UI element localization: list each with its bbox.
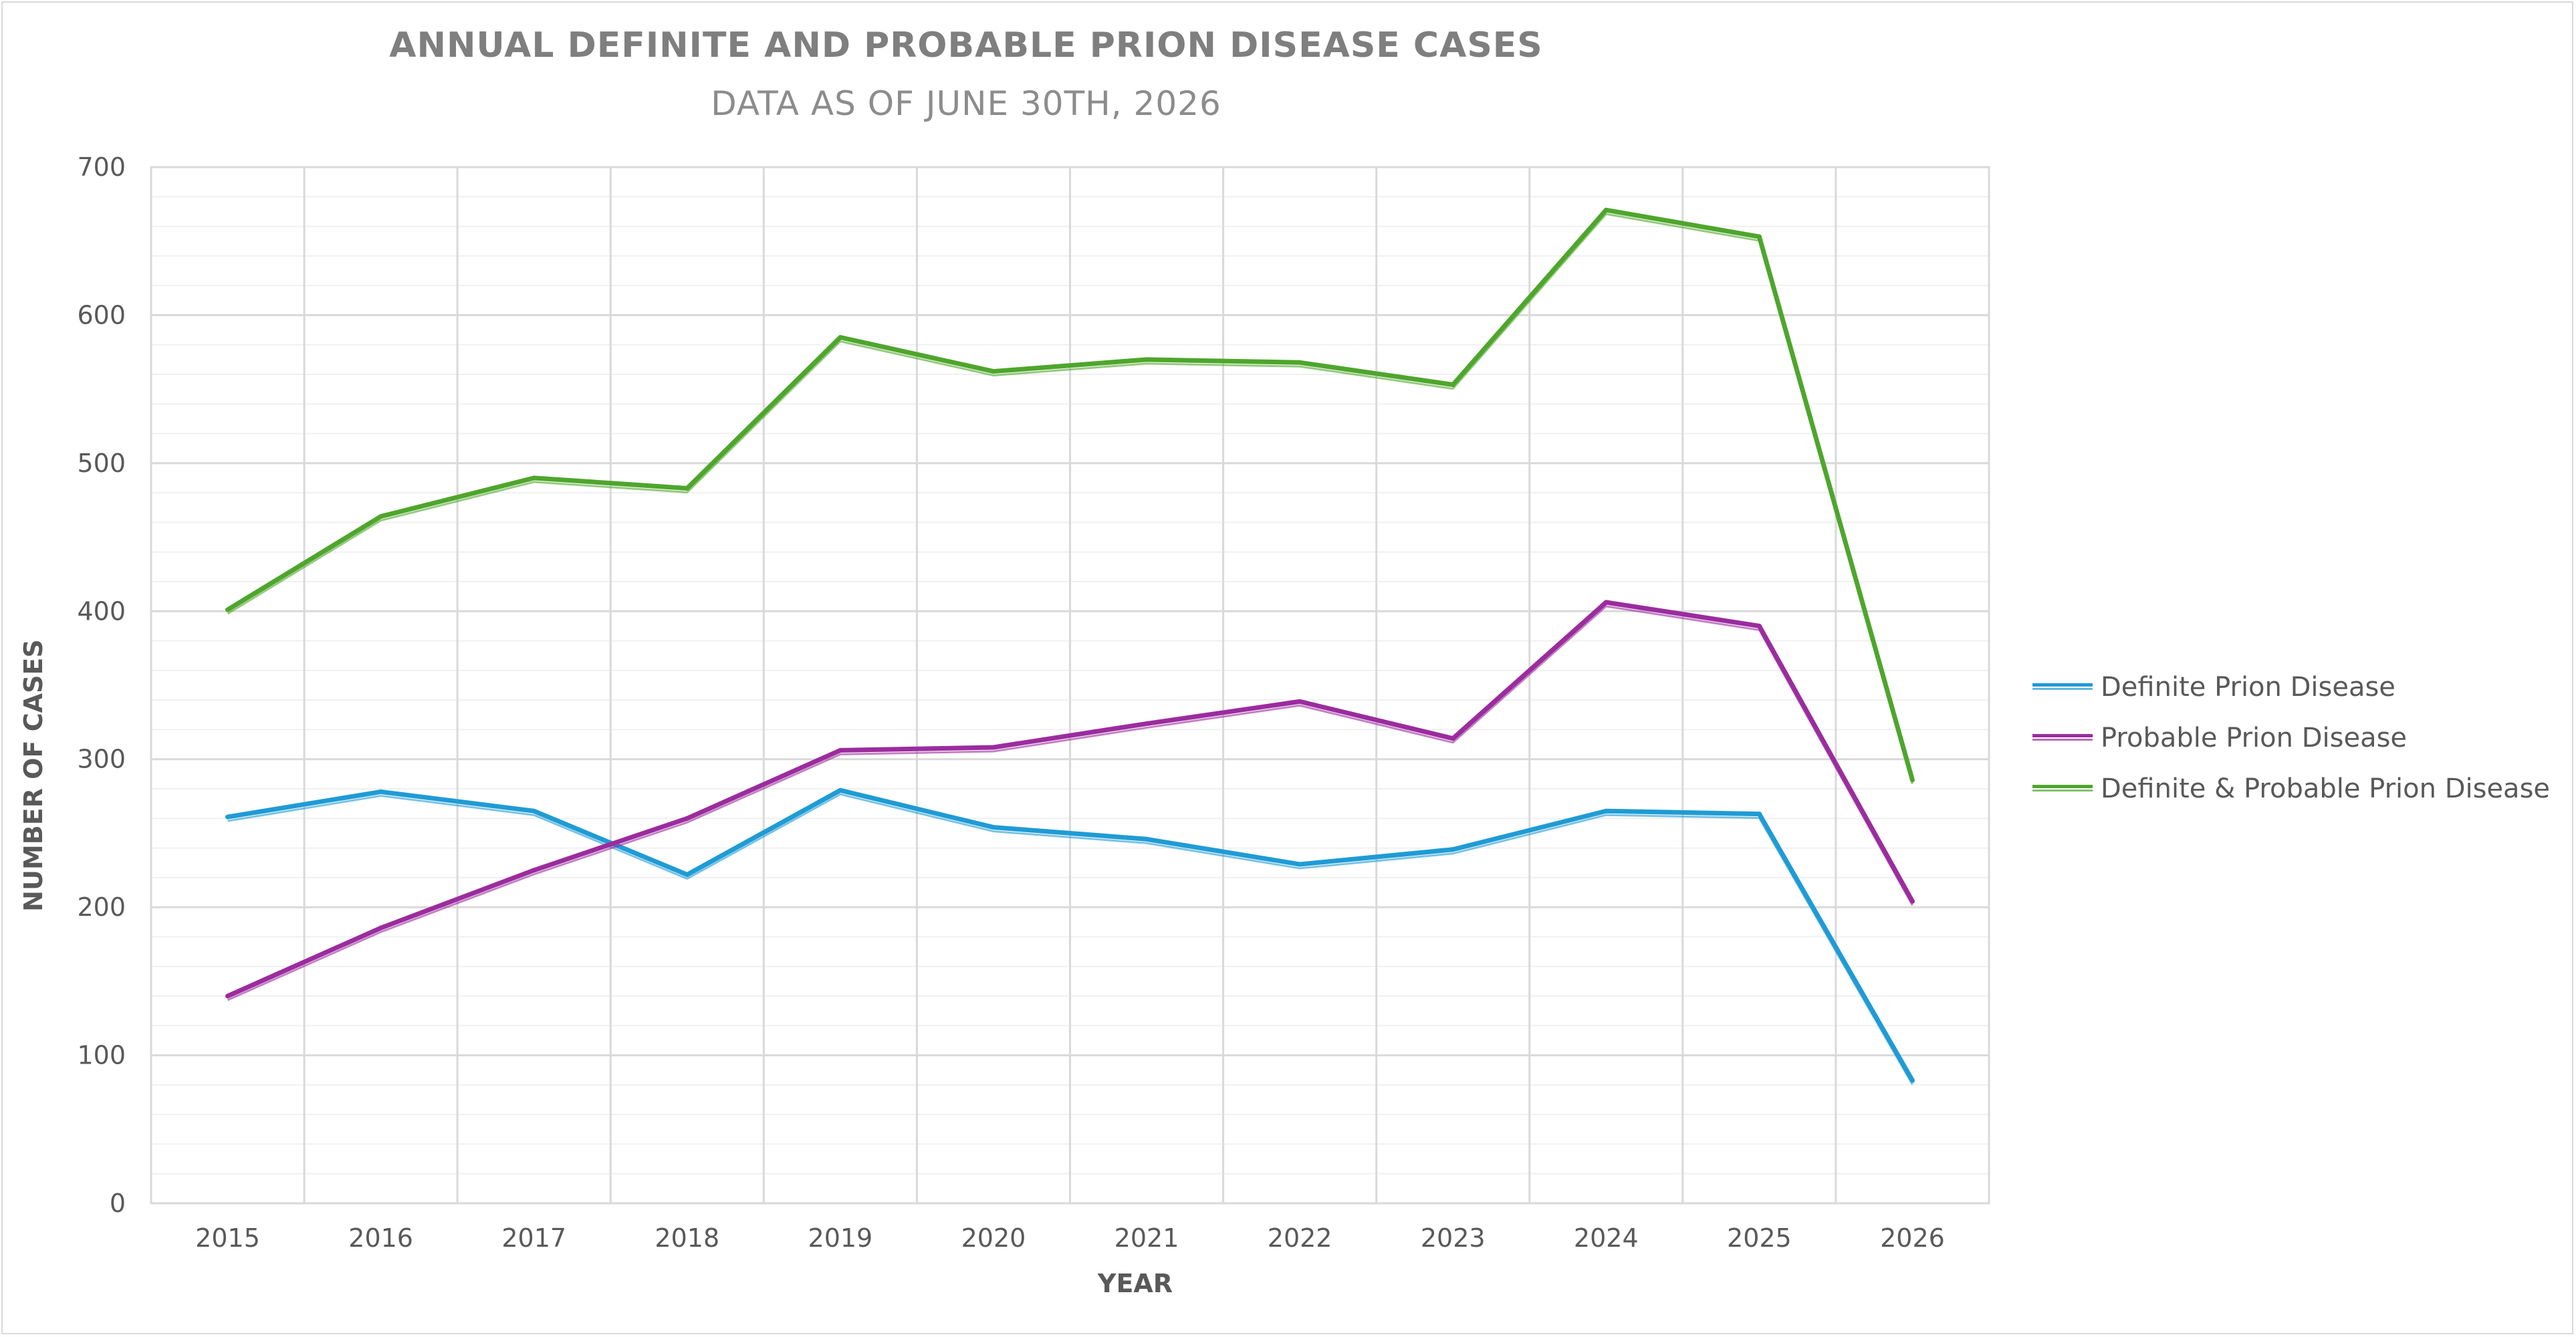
- data-point: [1144, 357, 1149, 362]
- x-tick-label: 2022: [1268, 1223, 1332, 1253]
- y-tick-label: 600: [77, 300, 126, 330]
- legend-item: Definite & Probable Prion Disease: [2032, 763, 2550, 814]
- data-point: [838, 747, 843, 753]
- data-point: [378, 789, 384, 794]
- legend-item: Definite Prion Disease: [2032, 662, 2550, 713]
- data-point: [991, 825, 996, 830]
- data-point: [532, 475, 537, 481]
- legend-label-definite: Definite Prion Disease: [2101, 672, 2395, 703]
- data-point: [1756, 812, 1762, 817]
- x-axis-title: YEAR: [1097, 1269, 1173, 1298]
- data-point: [1909, 898, 1915, 904]
- data-point: [1450, 847, 1455, 852]
- data-point: [1297, 360, 1302, 365]
- data-point: [1450, 382, 1455, 387]
- data-point: [1756, 234, 1762, 239]
- x-tick-label: 2024: [1574, 1223, 1639, 1253]
- plot-area-border: [150, 166, 1990, 1205]
- x-tick-label: 2021: [1115, 1223, 1179, 1253]
- data-point: [225, 814, 231, 820]
- legend-label-probable: Probable Prion Disease: [2101, 723, 2408, 753]
- chart-title: ANNUAL DEFINITE AND PROBABLE PRION DISEA…: [389, 25, 1543, 66]
- y-tick-label: 400: [77, 596, 126, 626]
- legend-swatch-definite: [2032, 683, 2093, 692]
- legend-item: Probable Prion Disease: [2032, 713, 2550, 763]
- data-point: [685, 816, 690, 821]
- legend: Definite Prion Disease Probable Prion Di…: [2032, 662, 2550, 814]
- series-line-1: [225, 600, 1915, 999]
- data-point: [1450, 736, 1455, 741]
- x-tick-label: 2020: [961, 1223, 1026, 1253]
- x-tick-label: 2019: [808, 1223, 873, 1253]
- x-tick-label: 2023: [1421, 1223, 1486, 1253]
- data-point: [685, 872, 690, 877]
- legend-swatch-combined: [2032, 784, 2093, 794]
- legend-label-combined: Definite & Probable Prion Disease: [2101, 773, 2551, 804]
- legend-swatch-probable: [2032, 733, 2093, 743]
- data-point: [225, 993, 231, 999]
- y-tick-label: 200: [77, 892, 126, 922]
- x-tick-label: 2017: [501, 1223, 566, 1253]
- y-tick-label: 700: [77, 152, 126, 182]
- data-point: [532, 808, 537, 814]
- series-line-2: [225, 207, 1915, 783]
- data-point: [991, 745, 996, 750]
- chart-subtitle: DATA AS OF JUNE 30TH, 2026: [711, 84, 1221, 123]
- x-tick-label: 2026: [1880, 1223, 1945, 1253]
- series-line-shadow-0: [227, 793, 1913, 1085]
- series-line-0: [225, 787, 1915, 1083]
- data-point: [1909, 777, 1915, 783]
- x-tick-label: 2016: [348, 1223, 413, 1253]
- data-point: [1144, 721, 1149, 727]
- x-tick-label: 2015: [195, 1223, 260, 1253]
- data-point: [378, 514, 384, 519]
- series-line-shadow-2: [227, 213, 1913, 785]
- data-point: [838, 787, 843, 793]
- y-tick-label: 0: [110, 1189, 126, 1218]
- data-point: [1909, 1078, 1915, 1083]
- x-tick-label: 2025: [1727, 1223, 1792, 1253]
- data-point: [225, 607, 231, 612]
- data-point: [1297, 699, 1302, 704]
- series-line-shadow-1: [227, 605, 1913, 1001]
- y-tick-label: 500: [77, 449, 126, 478]
- data-point: [1603, 600, 1609, 605]
- data-point: [1603, 808, 1609, 814]
- data-point: [378, 925, 384, 931]
- data-point: [991, 369, 996, 374]
- data-point: [1297, 862, 1302, 867]
- data-point: [1144, 836, 1149, 842]
- data-point: [838, 335, 843, 340]
- data-point: [685, 486, 690, 491]
- y-tick-label: 100: [77, 1041, 126, 1070]
- data-point: [1603, 207, 1609, 213]
- data-point: [532, 868, 537, 873]
- data-point: [1756, 623, 1762, 628]
- y-tick-label: 300: [77, 745, 126, 774]
- x-tick-label: 2018: [655, 1223, 719, 1253]
